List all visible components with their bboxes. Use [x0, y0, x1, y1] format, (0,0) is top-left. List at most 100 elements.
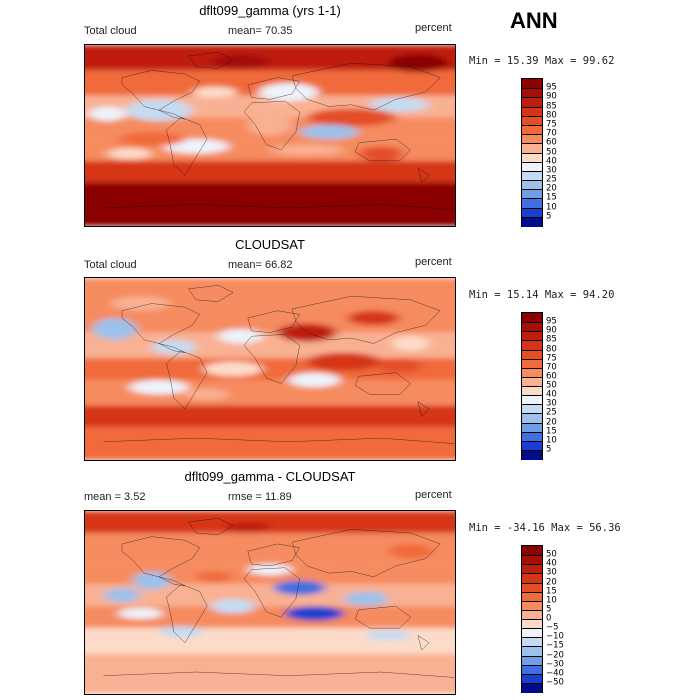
coastline	[248, 78, 300, 100]
panel-3-map	[84, 510, 456, 695]
field-contour-region	[299, 124, 359, 140]
colorbar-separator	[522, 646, 542, 648]
colorbar-swatch	[522, 682, 542, 693]
colorbar-tick-label: 40	[546, 389, 557, 400]
colorbar-tick-label: 20	[546, 417, 557, 427]
coastline	[166, 584, 207, 643]
colorbar-swatch	[522, 609, 542, 620]
colorbar-swatch	[522, 115, 542, 126]
coastline	[122, 303, 200, 343]
field-contour-region	[366, 629, 411, 641]
colorbar-swatch	[522, 106, 542, 117]
field-contour-region	[92, 318, 137, 340]
colorbar-tick-label: 0	[546, 613, 552, 624]
colorbar-swatch	[522, 358, 542, 369]
field-contour-region	[347, 310, 400, 326]
colorbar-tick-label: 25	[546, 407, 557, 418]
field-band	[85, 653, 455, 694]
colorbar-tick-label: 75	[546, 353, 557, 364]
colorbar-separator	[522, 673, 542, 675]
coastline	[248, 311, 300, 333]
colorbar-separator	[522, 628, 542, 630]
season-label: ANN	[510, 8, 558, 33]
colorbar-tick-label: −40	[546, 668, 564, 679]
coastline	[355, 373, 411, 395]
coastline	[292, 296, 440, 343]
colorbar-swatch	[522, 395, 542, 405]
field-contour-region	[247, 564, 293, 576]
panel-2-mean-label: mean= 66.82	[228, 259, 293, 271]
colorbar-swatch	[522, 555, 542, 565]
field-contour-region	[273, 580, 326, 596]
field-band	[85, 182, 455, 226]
field-contour-region	[203, 361, 263, 377]
colorbar-separator	[522, 564, 542, 566]
coastline	[418, 635, 429, 650]
colorbar-separator	[522, 180, 542, 182]
colorbar-swatch	[522, 422, 542, 433]
field-contour-region	[107, 148, 152, 160]
coastline	[248, 544, 300, 566]
colorbar-tick-label: 15	[546, 426, 557, 437]
panel-3-rmse-label: rmse = 11.89	[228, 491, 292, 503]
colorbar-swatch	[522, 161, 542, 172]
field-contour-region	[218, 328, 263, 344]
colorbar-separator	[522, 152, 542, 154]
colorbar-separator	[522, 198, 542, 200]
colorbar-separator	[522, 88, 542, 90]
colorbar-separator	[522, 216, 542, 218]
colorbar-separator	[522, 637, 542, 639]
colorbar-separator	[522, 682, 542, 684]
field-contour-region	[307, 352, 381, 371]
field-contour-region	[184, 389, 230, 400]
field-contour-region	[192, 86, 237, 98]
colorbar-tick-label: 15	[546, 586, 557, 597]
panel-2-units-label: percent	[415, 256, 452, 268]
colorbar-tick-label: −30	[546, 659, 564, 670]
field-band	[85, 511, 455, 533]
field-contour-region	[388, 543, 433, 559]
field-contour-region	[284, 606, 344, 621]
colorbar-separator	[522, 664, 542, 666]
field-contour-region	[133, 571, 171, 590]
colorbar-swatch	[522, 376, 542, 387]
coastline	[418, 402, 429, 417]
field-contour-region	[210, 54, 270, 69]
panel-3-title: dflt099_gamma - CLOUDSAT	[184, 469, 356, 484]
colorbar-tick-label: −50	[546, 677, 564, 688]
colorbar-swatch	[522, 189, 542, 199]
colorbar-separator	[522, 322, 542, 324]
coastline	[166, 117, 207, 175]
colorbar-separator	[522, 207, 542, 209]
colorbar-separator	[522, 161, 542, 163]
colorbar-swatch	[522, 170, 542, 181]
colorbar-separator	[522, 386, 542, 387]
colorbar-separator	[522, 619, 542, 620]
colorbar-swatch	[522, 546, 542, 556]
colorbar-separator	[522, 395, 542, 397]
coastline	[159, 110, 185, 119]
colorbar-tick-label: 10	[546, 435, 557, 446]
colorbar-separator	[522, 404, 542, 406]
panel-2-field-label: Total cloud	[84, 259, 137, 271]
field-contour-region	[118, 131, 185, 147]
coastline	[189, 285, 233, 301]
colorbar-tick-label: 50	[546, 549, 557, 560]
colorbar-swatch	[522, 216, 542, 227]
coastline	[122, 70, 200, 110]
colorbar-tick-label: 10	[546, 202, 557, 213]
colorbar-tick-label: −10	[546, 631, 564, 642]
coastline	[355, 606, 411, 628]
field-contour-region	[110, 296, 171, 311]
colorbar-separator	[522, 449, 542, 451]
colorbar-tick-label: 70	[546, 128, 557, 139]
colorbar-separator	[522, 106, 542, 108]
colorbar-separator	[522, 367, 542, 369]
colorbar-tick-label: 60	[546, 371, 557, 382]
colorbar-swatch	[522, 646, 542, 656]
colorbar-tick-label: 80	[546, 344, 557, 354]
coastline	[244, 334, 300, 383]
colorbar-separator	[522, 600, 542, 602]
panel-3-mean-label: mean = 3.52	[84, 491, 146, 503]
colorbar-swatch	[522, 349, 542, 360]
